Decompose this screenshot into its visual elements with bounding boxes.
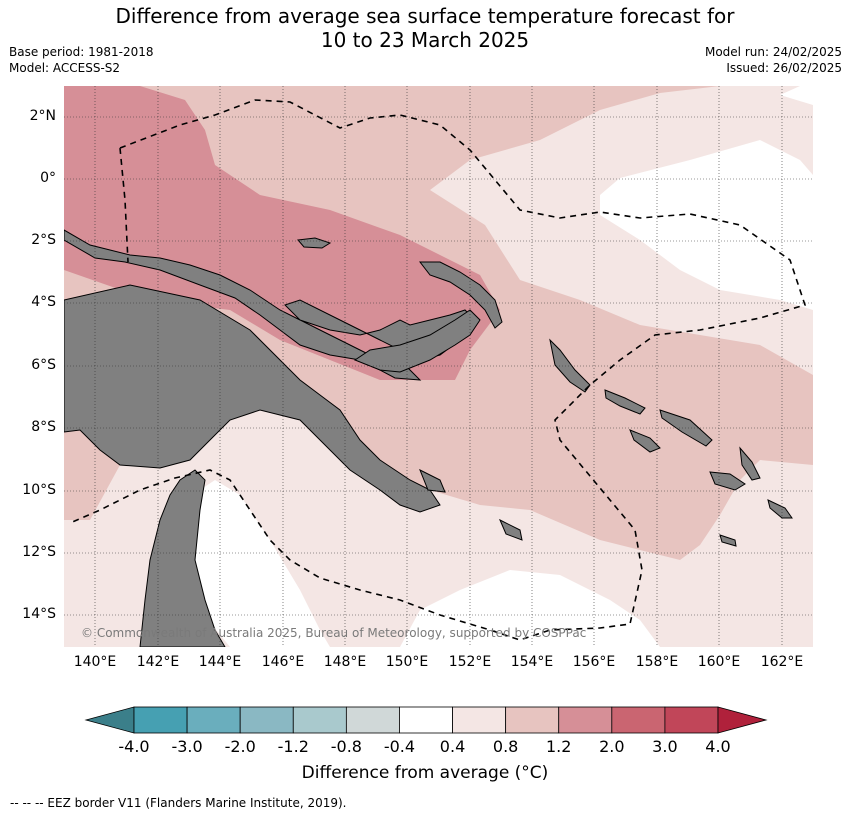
lat-label: 2°S bbox=[31, 232, 56, 248]
land-solomon-4 bbox=[739, 446, 761, 481]
lon-label: 146°E bbox=[261, 654, 305, 670]
land-new-ireland bbox=[418, 261, 503, 329]
sst-band-neutral-east bbox=[600, 140, 813, 310]
lon-label: 158°E bbox=[635, 654, 679, 670]
colorbar-tick-label: -3.0 bbox=[171, 737, 203, 756]
lon-label: 160°E bbox=[697, 654, 741, 670]
lat-label: 12°S bbox=[22, 544, 56, 560]
colorbar-swatch bbox=[133, 706, 188, 734]
colorbar-swatch bbox=[345, 706, 400, 734]
colorbar-tick-label: -1.2 bbox=[277, 737, 309, 756]
graticule bbox=[64, 86, 813, 647]
colorbar-tick-label: -4.0 bbox=[118, 737, 150, 756]
colorbar-tick-label: 3.0 bbox=[652, 737, 678, 756]
eez-legend: -- -- -- EEZ border V11 (Flanders Marine… bbox=[10, 796, 347, 810]
sst-band-1.2-2.0 bbox=[64, 86, 500, 380]
lon-label: 142°E bbox=[136, 654, 180, 670]
colorbar-arrow-low bbox=[84, 706, 135, 734]
colorbar-swatch bbox=[239, 706, 294, 734]
issued-text: Issued: 26/02/2025 bbox=[726, 61, 842, 75]
land-manus bbox=[297, 237, 332, 249]
lon-label: 154°E bbox=[510, 654, 554, 670]
base-period-text: Base period: 1981-2018 bbox=[9, 45, 154, 59]
lat-label: 2°N bbox=[29, 108, 56, 124]
sst-band-neutral-ne bbox=[780, 86, 813, 105]
lon-label: 150°E bbox=[385, 654, 429, 670]
sst-band-neutral-south bbox=[400, 570, 660, 647]
sst-band-neutral-gulf bbox=[180, 480, 330, 647]
model-text: Model: ACCESS-S2 bbox=[9, 61, 121, 75]
model-run-text: Model run: 24/02/2025 bbox=[704, 45, 842, 59]
land-new-guinea bbox=[64, 229, 476, 381]
colorbar-tick-label: -0.8 bbox=[330, 737, 362, 756]
colorbar-swatch bbox=[292, 706, 347, 734]
colorbar-swatch bbox=[186, 706, 241, 734]
land-solomon-1 bbox=[604, 389, 646, 415]
lon-label: 140°E bbox=[73, 654, 117, 670]
colorbar-tick-label: 2.0 bbox=[599, 737, 625, 756]
lat-label: 6°S bbox=[31, 357, 56, 373]
colorbar-tick-label: 0.4 bbox=[439, 737, 466, 756]
lat-label: 0° bbox=[40, 170, 56, 186]
eez-border bbox=[69, 99, 807, 641]
colorbar-swatch bbox=[664, 706, 719, 734]
lon-label: 156°E bbox=[572, 654, 616, 670]
land-new-britain bbox=[353, 309, 481, 373]
colorbar-swatch bbox=[558, 706, 613, 734]
colorbar-tick-label: 0.8 bbox=[492, 737, 519, 756]
colorbar-tick-label: -2.0 bbox=[224, 737, 256, 756]
land-small-islands bbox=[419, 468, 737, 547]
copyright-notice: © Commonwealth of Australia 2025, Bureau… bbox=[81, 626, 587, 640]
colorbar-tick-label: 4.0 bbox=[705, 737, 731, 756]
colorbar-tick-label: 1.2 bbox=[545, 737, 572, 756]
colorbar-swatch bbox=[505, 706, 560, 734]
lon-label: 144°E bbox=[198, 654, 242, 670]
colorbar-label: Difference from average (°C) bbox=[301, 763, 549, 783]
lat-label: 14°S bbox=[22, 606, 56, 622]
lat-label: 10°S bbox=[22, 482, 56, 498]
lon-label: 152°E bbox=[448, 654, 492, 670]
lon-label: 162°E bbox=[760, 654, 804, 670]
page-title-line1: Difference from average sea surface temp… bbox=[115, 4, 735, 28]
colorbar-arrow-high bbox=[717, 706, 768, 734]
page-title-line2: 10 to 23 March 2025 bbox=[320, 28, 530, 52]
lat-label: 4°S bbox=[31, 294, 56, 310]
colorbar bbox=[84, 706, 768, 734]
colorbar-swatch bbox=[611, 706, 666, 734]
land-cape-york bbox=[139, 469, 226, 647]
lon-label: 148°E bbox=[323, 654, 367, 670]
lat-label: 8°S bbox=[31, 419, 56, 435]
colorbar-swatch bbox=[399, 706, 453, 734]
colorbar-swatch bbox=[452, 706, 507, 734]
colorbar-tick-label: -0.4 bbox=[383, 737, 416, 756]
land-solomon-3 bbox=[629, 429, 661, 453]
